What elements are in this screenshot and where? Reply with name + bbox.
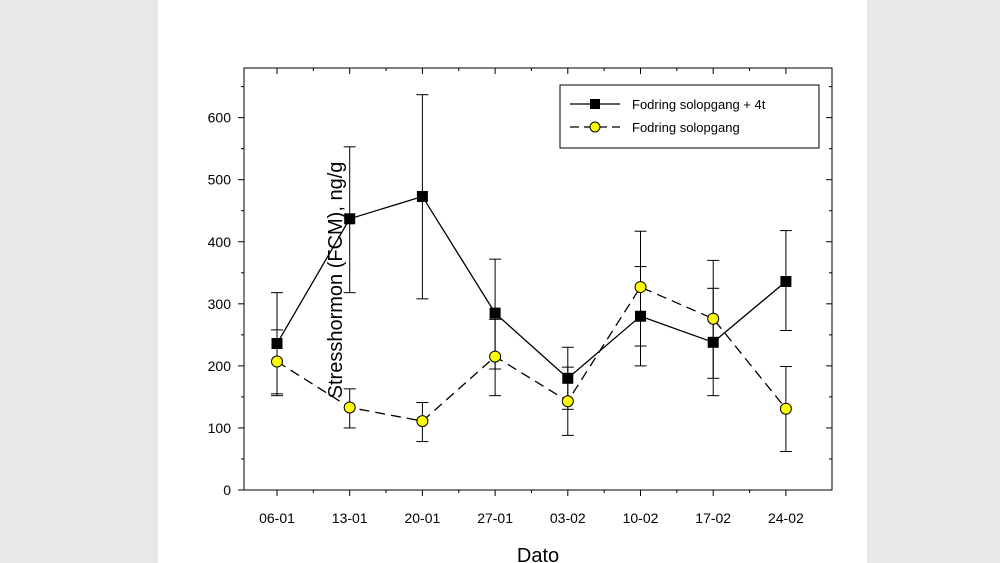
legend-label-series-1: Fodring solopgang + 4t <box>632 97 766 112</box>
y-tick-label: 200 <box>208 358 232 374</box>
x-tick-label: 03-02 <box>550 510 586 526</box>
legend-marker-series-1 <box>590 99 600 109</box>
y-tick-label: 300 <box>208 296 232 312</box>
y-tick-label: 600 <box>208 110 232 126</box>
x-tick-label: 20-01 <box>404 510 440 526</box>
data-point <box>344 213 356 225</box>
line-chart: 0 100 200 300 400 500 600 06-01 13-01 20-01 27-01… <box>208 67 833 563</box>
x-tick-label: 17-02 <box>695 510 731 526</box>
data-point <box>707 312 720 325</box>
series-line <box>276 286 787 422</box>
legend-label-series-2: Fodring solopgang <box>632 120 740 135</box>
y-axis-title: Stresshormon (FCM), ng/g <box>325 162 347 399</box>
y-tick-label: 0 <box>223 482 231 498</box>
legend: Fodring solopgang + 4t Fodring solopgang <box>559 84 820 149</box>
legend-marker-series-2 <box>589 121 601 133</box>
x-tick-label: 13-01 <box>332 510 368 526</box>
data-point <box>489 350 502 363</box>
data-point <box>489 307 501 319</box>
x-tick-label: 06-01 <box>259 510 295 526</box>
data-point <box>416 190 428 202</box>
legend-box <box>559 84 820 149</box>
y-axis: 0 100 200 300 400 500 600 <box>208 86 832 498</box>
data-point <box>416 415 429 428</box>
x-axis-title: Dato <box>517 545 559 563</box>
plot-frame <box>243 67 833 491</box>
series-line <box>276 195 787 380</box>
y-tick-label: 400 <box>208 234 232 250</box>
data-point <box>343 401 356 414</box>
y-tick-label: 100 <box>208 420 232 436</box>
data-point <box>561 395 574 408</box>
x-tick-label: 27-01 <box>477 510 513 526</box>
data-point <box>779 402 792 415</box>
y-tick-label: 500 <box>208 172 232 188</box>
x-tick-label: 10-02 <box>623 510 659 526</box>
slide-background: 0 100 200 300 400 500 600 06-01 13-01 20-01 27-01… <box>158 0 867 563</box>
data-point <box>634 281 647 294</box>
x-axis: 06-01 13-01 20-01 27-01 03-02 10-02 17-02 24-02 <box>259 68 804 526</box>
series-layer <box>271 94 792 453</box>
series-2 <box>271 230 792 453</box>
x-tick-label: 24-02 <box>768 510 804 526</box>
data-point <box>271 355 283 368</box>
data-point <box>780 275 792 287</box>
